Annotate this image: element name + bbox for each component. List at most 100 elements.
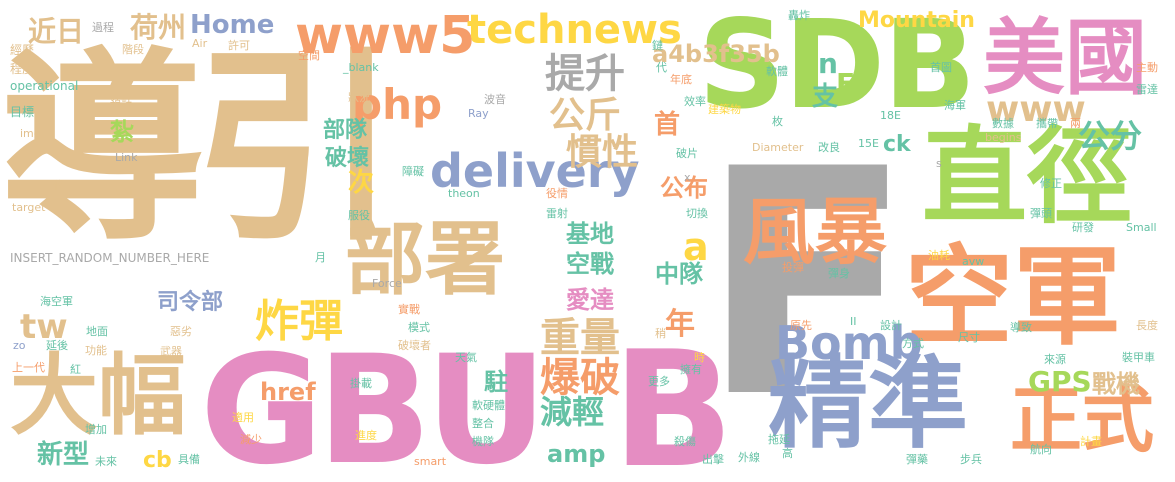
word: href (260, 378, 316, 406)
word: ck (883, 132, 911, 157)
word: 15E (858, 137, 879, 150)
word: php (352, 80, 443, 129)
word: 美國 (983, 11, 1148, 106)
word: 紮 (110, 118, 134, 146)
word: 雷射 (546, 207, 568, 220)
word: 月 (315, 251, 326, 264)
word: 空間 (298, 49, 320, 62)
word: B (612, 316, 734, 482)
word: 18E (880, 109, 901, 122)
word: 中隊 (655, 260, 703, 288)
word: 部隊 (323, 118, 368, 143)
word: n (818, 47, 838, 80)
word: 武器 (160, 345, 182, 358)
word: 年底 (670, 73, 692, 86)
word: 擁有 (680, 363, 702, 376)
word: 役情 (546, 187, 568, 200)
word: 進度 (355, 429, 377, 442)
word: 計畫 (1080, 435, 1102, 448)
word: 慣性 (566, 132, 639, 173)
word: 數據 (992, 117, 1014, 130)
word: technews (467, 7, 682, 53)
word: 支 (812, 82, 839, 112)
word: 長度 (1136, 319, 1158, 332)
word: 外線 (738, 451, 760, 464)
word: E (836, 67, 856, 100)
word: 愛達 (566, 286, 614, 314)
word: 出擊 (702, 453, 724, 466)
word: 尺寸 (958, 331, 980, 344)
word: begins (985, 131, 1022, 144)
word: Link (115, 151, 138, 164)
word: Bomb (775, 316, 923, 370)
word: 軟體 (766, 65, 788, 78)
word: 高 (782, 447, 793, 460)
word: 代 (656, 61, 667, 74)
word: 航向 (1030, 443, 1052, 456)
word: 整合 (472, 417, 494, 430)
word: 駐 (484, 368, 508, 396)
word: s (936, 157, 942, 170)
word: 障礙 (402, 165, 424, 178)
word: tw (20, 307, 68, 347)
word: zo (13, 339, 26, 352)
word: 部署 (345, 213, 505, 306)
word: 近日 (28, 15, 85, 48)
word: 炸彈 (255, 296, 343, 347)
word: 油耗 (928, 249, 950, 262)
word: 預計 (110, 97, 132, 110)
word: img (20, 127, 41, 140)
word: 破片 (676, 147, 698, 160)
word: 基地 (566, 220, 614, 248)
word: 風暴 (743, 190, 888, 274)
word: 鏈 (652, 39, 663, 52)
word: x (684, 171, 691, 184)
word: 破壞 (325, 146, 370, 171)
word: 設計 (880, 319, 902, 332)
word: 稍 (655, 327, 666, 340)
word: 狀況 (348, 91, 370, 104)
word: Diameter (752, 141, 804, 154)
word: 原先 (790, 319, 812, 332)
word: 提升 (545, 51, 625, 97)
word: avw (962, 255, 985, 268)
word: 改良 (818, 141, 840, 154)
word: 司令部 (157, 290, 224, 315)
word: Home (190, 10, 275, 40)
word: Ray (468, 107, 489, 120)
word: 研發 (1072, 221, 1094, 234)
word: 空戰 (566, 250, 614, 278)
word: 過程 (92, 21, 114, 34)
word: 未來 (95, 455, 117, 468)
word: Mountain (858, 8, 975, 33)
word: 空軍 (905, 235, 1122, 360)
word: www (986, 89, 1086, 130)
word: 彈頭 (1030, 207, 1052, 220)
word: 建築物 (708, 103, 741, 116)
word: theon (448, 187, 480, 200)
word: 爆破 (540, 355, 620, 401)
word: 軟硬體 (472, 399, 505, 412)
word: 來源 (1044, 353, 1066, 366)
word: 方式 (902, 337, 924, 350)
word: 導引 (0, 31, 398, 269)
word: 步兵 (960, 453, 982, 466)
word: 次 (348, 168, 375, 198)
word: 功能 (85, 344, 107, 357)
word: 公分 (1078, 117, 1143, 155)
word: smart (414, 455, 447, 468)
word: 裝甲車 (1122, 351, 1155, 364)
word: 破壞者 (398, 339, 431, 352)
word: 彈藥 (906, 453, 928, 466)
word: amp (547, 440, 606, 468)
word: 直徑 (922, 116, 1133, 238)
word: 效率 (684, 95, 706, 108)
word: GBU (200, 324, 547, 482)
word: operational (10, 79, 79, 93)
word: 正式 (1010, 378, 1155, 462)
word: 天氣 (455, 351, 477, 364)
word: 延後 (46, 339, 68, 352)
word: II (850, 315, 857, 328)
word: 紅 (70, 363, 81, 376)
